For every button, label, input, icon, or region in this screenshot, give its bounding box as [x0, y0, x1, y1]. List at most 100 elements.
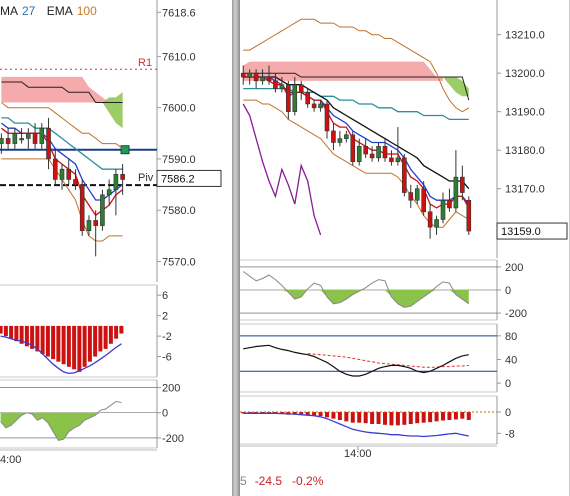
- macd-bar: [82, 325, 87, 367]
- right-chart-svg[interactable]: 13210.0 13200.0 13190.0 13180.0 13170.0 13159…: [240, 0, 570, 496]
- ichimoku-cloud-bull: [443, 77, 469, 97]
- candle: [266, 65, 272, 85]
- candle-down: [402, 157, 407, 193]
- candle: [39, 123, 45, 149]
- candle-up: [59, 168, 65, 180]
- candle-up: [86, 220, 92, 232]
- right-stoch-panel: 80 40 0: [240, 323, 517, 393]
- macd-bar: [402, 412, 407, 425]
- candle-down: [298, 84, 304, 93]
- macd-bar: [325, 412, 329, 418]
- y-tick-label: -8: [505, 428, 515, 440]
- macd-bar: [376, 412, 381, 424]
- macd-bar: [350, 412, 355, 423]
- macd-bar: [119, 325, 124, 334]
- candle-up: [376, 146, 381, 159]
- candle: [408, 184, 414, 208]
- macd-bar: [61, 325, 66, 365]
- r1-label: R1: [138, 57, 152, 69]
- macd-bar: [30, 325, 35, 349]
- candle: [260, 69, 265, 85]
- y-tick-label: -6: [162, 352, 172, 364]
- candle: [26, 128, 31, 149]
- candle: [12, 128, 18, 149]
- left-chart-pane[interactable]: MA 27 EMA 100 7618.6 7610.0 7600.0 7590.0 7580…: [0, 0, 232, 496]
- level-handle: [120, 145, 130, 155]
- y-tick-label: 13170.0: [505, 184, 545, 196]
- candle-up: [260, 76, 265, 82]
- macd-bar: [370, 412, 375, 424]
- candle: [32, 123, 38, 149]
- macd-bar: [35, 325, 40, 352]
- time-label: 4:00: [0, 454, 21, 466]
- candle: [79, 179, 85, 236]
- y-tick-label: 7580.0: [162, 205, 196, 217]
- candle-down: [120, 174, 125, 180]
- y-tick-label: 80: [505, 331, 517, 343]
- candle-up: [279, 84, 285, 89]
- candle: [279, 77, 285, 93]
- ichimoku-cloud-bear: [1, 76, 123, 108]
- macd-bar: [87, 325, 92, 362]
- candle-down: [389, 157, 394, 163]
- candle: [331, 123, 336, 151]
- candle-up: [434, 219, 439, 228]
- candle-up: [0, 138, 4, 144]
- change-prefix: 5: [240, 474, 247, 488]
- left-chart-svg[interactable]: 7618.6 7610.0 7600.0 7590.0 7580.0 7570.0 R1 Pi…: [0, 0, 232, 496]
- cci-line: [0, 400, 122, 441]
- last-price-box: [156, 169, 222, 187]
- candle: [421, 180, 426, 216]
- macd-bar: [9, 325, 14, 339]
- candle-up: [19, 138, 24, 141]
- y-tick-label: 2: [162, 311, 168, 323]
- macd-bar: [19, 325, 24, 344]
- macd-bar: [383, 412, 387, 425]
- candle: [86, 215, 92, 236]
- pane-splitter[interactable]: [232, 0, 240, 496]
- y-tick-label: -200: [505, 308, 527, 320]
- y-tick-label: 0: [505, 407, 511, 419]
- candle: [52, 148, 58, 185]
- macd-bar: [93, 325, 98, 357]
- macd-bar: [415, 412, 420, 424]
- last-price-label: 7586.2: [161, 173, 195, 185]
- ema-slow-line: [1, 117, 123, 170]
- macd-bar: [40, 325, 45, 354]
- ema2-label: EMA: [46, 4, 73, 18]
- macd-bar: [66, 325, 71, 367]
- candle-down: [305, 92, 310, 105]
- candle-up: [292, 84, 298, 112]
- candle-down: [466, 199, 472, 232]
- macd-bar: [305, 412, 310, 416]
- candle-down: [273, 80, 278, 89]
- candle-down: [447, 199, 452, 209]
- macd-bar: [453, 412, 458, 420]
- candle: [292, 77, 298, 116]
- band-upper-line: [243, 18, 470, 113]
- left-main-panel: 7618.6 7610.0 7600.0 7590.0 7580.0 7570.0 R1 Pi…: [0, 0, 222, 282]
- ema2-value: 100: [76, 4, 97, 18]
- macd-bar: [318, 412, 323, 416]
- macd-bar: [395, 412, 400, 426]
- candle: [350, 130, 356, 166]
- candle-down: [408, 192, 414, 201]
- candle-down: [286, 84, 291, 112]
- y-tick-label: 0: [505, 285, 511, 297]
- candle-up: [26, 133, 31, 139]
- candle: [66, 158, 72, 185]
- candle-down: [79, 184, 85, 232]
- candle-down: [266, 76, 272, 82]
- macd-bar: [331, 412, 336, 419]
- candle: [389, 150, 394, 166]
- candle-up: [414, 188, 420, 201]
- right-chart-pane[interactable]: 13210.0 13200.0 13190.0 13180.0 13170.0 13159…: [240, 0, 570, 496]
- y-tick-label: 7570.0: [162, 256, 196, 268]
- candle: [120, 164, 125, 195]
- macd-signal-line: [0, 335, 122, 375]
- right-macd-panel: 0 -8: [240, 395, 515, 445]
- indicator-legend: MA 27 EMA 100: [0, 4, 97, 18]
- change-percent: -0.2%: [292, 474, 324, 488]
- y-tick-label: 200: [162, 383, 180, 395]
- y-tick-label: 7610.0: [162, 51, 196, 63]
